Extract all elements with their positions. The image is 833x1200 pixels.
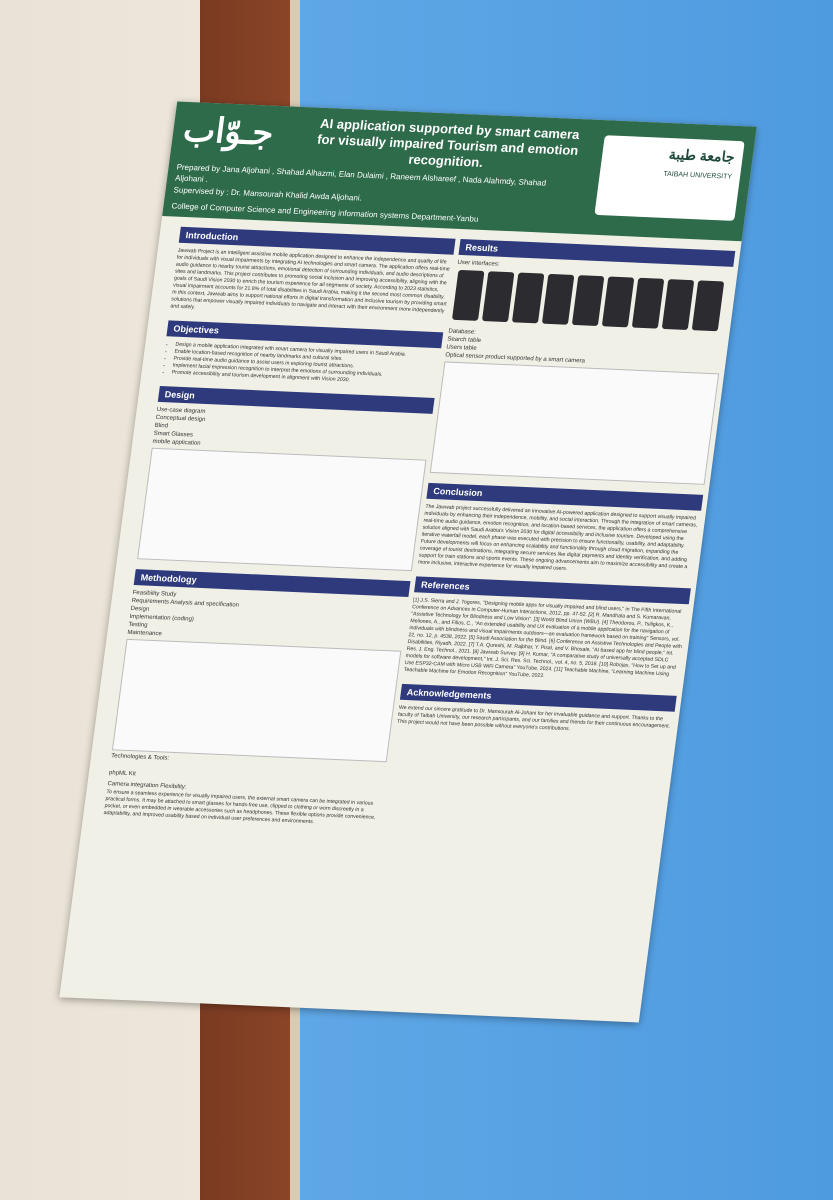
- phone-screen: [541, 273, 575, 325]
- logo: جـوّاب: [181, 110, 276, 153]
- college: College of Computer Science and Engineer…: [170, 201, 479, 224]
- phone-screen: [661, 279, 695, 330]
- section-text: [1] J.S. Sierra and J. Togores, "Designi…: [403, 597, 683, 680]
- phone-screen: [451, 269, 485, 321]
- diagram: [137, 447, 427, 572]
- phone-screen: [481, 271, 515, 323]
- section-text: Jawwab Project is an intelligent assisti…: [169, 247, 451, 315]
- section: Introduction Jawwab Project is an intelli…: [169, 226, 456, 323]
- tool-logo: ML Kit: [118, 770, 137, 778]
- poster-header: جـوّاب AI application supported by smart…: [162, 101, 757, 242]
- phone-screen: [571, 275, 605, 327]
- section: Methodology Feasibility Study Requirements…: [103, 569, 411, 829]
- section: Conclusion The Jawwab project successfull…: [417, 482, 704, 579]
- phone-screen: [601, 276, 635, 328]
- poster: جـوّاب AI application supported by smart…: [59, 101, 757, 1023]
- diagram: [429, 361, 720, 485]
- diagram: [111, 638, 402, 763]
- section: ObjectivesDesign a mobile application in…: [161, 320, 444, 388]
- screens: [449, 268, 731, 339]
- right-column: Results User interfaces: Database: Search t…: [395, 238, 736, 748]
- bullet-list: Design a mobile application integrated w…: [161, 341, 440, 388]
- phone-screen: [511, 272, 545, 324]
- poster-title: AI application supported by smart camera…: [316, 115, 581, 170]
- section: Design Use-case diagram Conceptual design B…: [137, 386, 435, 572]
- section: Acknowledgements We extend our sincere gr…: [397, 683, 677, 738]
- left-column: Introduction Jawwab Project is an intelli…: [102, 226, 456, 839]
- university-logo: جامعة طيبة TAIBAH UNIVERSITY: [594, 135, 745, 221]
- section: Results User interfaces: Database: Search t…: [429, 238, 736, 485]
- section-text: The Jawwab project successfully delivere…: [417, 503, 698, 572]
- university-name: جامعة طيبة: [667, 146, 736, 165]
- university-name-en: TAIBAH UNIVERSITY: [662, 170, 733, 181]
- section: References [1] J.S. Sierra and J. Togores…: [403, 576, 691, 686]
- phone-screen: [691, 280, 725, 332]
- phone-screen: [631, 277, 665, 329]
